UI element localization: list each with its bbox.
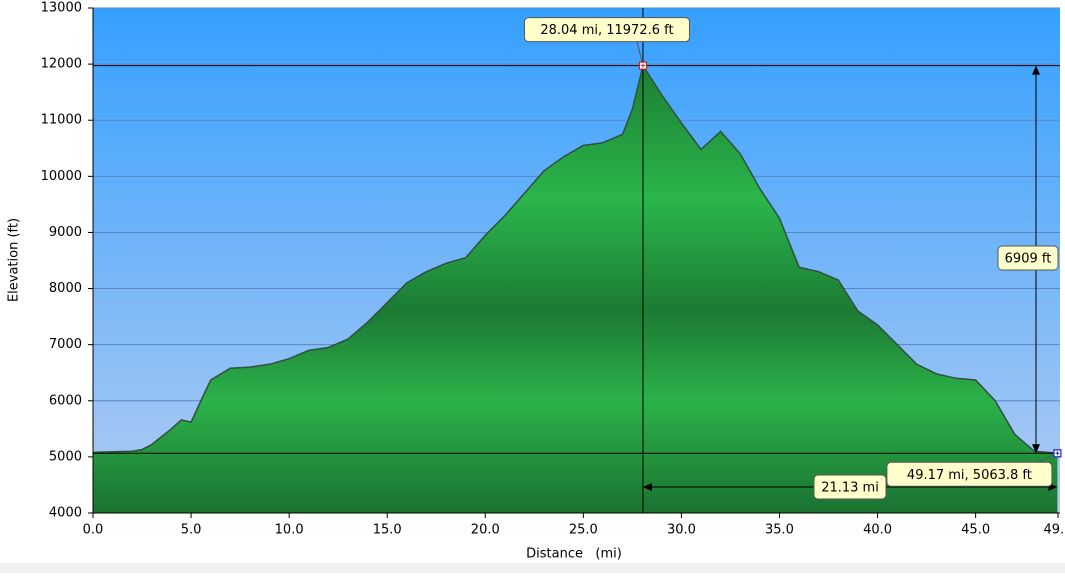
x-axis-label: Distance (mi): [526, 547, 622, 562]
x-tick-label: 10.0: [275, 523, 304, 538]
y-tick-label: 5000: [49, 449, 82, 464]
y-tick-label: 10000: [41, 169, 82, 184]
tooltip-box: [813, 474, 887, 500]
area-fill: [93, 65, 1058, 513]
tooltip-box: [997, 245, 1059, 271]
x-tick-label: 5.0: [181, 523, 202, 538]
y-tick-label: 7000: [49, 337, 82, 352]
x-tick-label: 0.0: [83, 523, 104, 538]
x-tick-label: 49.2: [1044, 523, 1065, 538]
y-tick-label: 13000: [41, 1, 82, 16]
marker-label: 28.04 mi, 11972.6 ft: [540, 23, 673, 38]
y-tick-label: 9000: [49, 225, 82, 240]
x-tick-label: 30.0: [667, 523, 696, 538]
y-tick-label: 8000: [49, 281, 82, 296]
tooltip-box: [886, 461, 1053, 487]
x-tick-label: 40.0: [863, 523, 892, 538]
measure-label: 21.13 mi: [821, 481, 879, 496]
marker-label: 49.17 mi, 5063.8 ft: [907, 468, 1032, 483]
x-tick-label: 45.0: [961, 523, 990, 538]
measure-label: 6909 ft: [1005, 252, 1052, 267]
x-tick-label: 35.0: [765, 523, 794, 538]
y-tick-label: 12000: [41, 57, 82, 72]
tooltip-box: [523, 17, 690, 43]
x-tick-label: 25.0: [569, 523, 598, 538]
marker-cross: [1055, 451, 1060, 456]
x-tick-label: 20.0: [471, 523, 500, 538]
marker-cross: [640, 63, 645, 68]
y-tick-label: 4000: [49, 506, 82, 521]
elevation-line: [92, 63, 1058, 455]
y-tick-label: 6000: [49, 393, 82, 408]
x-tick-label: 15.0: [373, 523, 402, 538]
footer-strip: [0, 563, 1065, 573]
y-tick-label: 11000: [41, 113, 82, 128]
y-axis-label: Elevation (ft): [7, 218, 22, 302]
